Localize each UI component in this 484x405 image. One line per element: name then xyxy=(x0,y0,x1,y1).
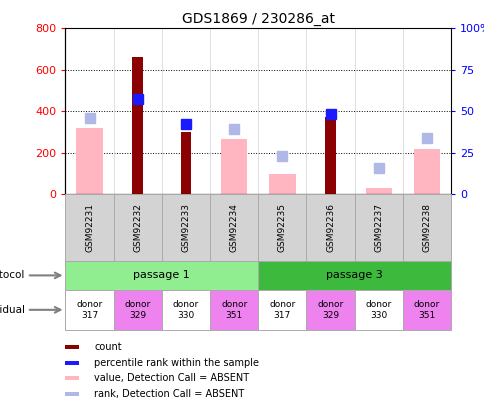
Bar xyxy=(210,290,257,330)
Text: GSM92235: GSM92235 xyxy=(277,203,286,252)
Text: individual: individual xyxy=(0,305,25,315)
Bar xyxy=(325,117,335,194)
Text: GSM92233: GSM92233 xyxy=(181,203,190,252)
Text: donor
329: donor 329 xyxy=(317,300,343,320)
Bar xyxy=(269,174,295,194)
Bar xyxy=(210,194,257,261)
Text: donor
329: donor 329 xyxy=(124,300,151,320)
Text: donor
330: donor 330 xyxy=(365,300,391,320)
Bar xyxy=(132,58,143,194)
Bar xyxy=(402,194,450,261)
Text: passage 1: passage 1 xyxy=(133,271,190,280)
Bar xyxy=(113,290,162,330)
Bar xyxy=(220,139,247,194)
Bar xyxy=(257,194,306,261)
Text: donor
317: donor 317 xyxy=(76,300,103,320)
Bar xyxy=(65,194,113,261)
Text: rank, Detection Call = ABSENT: rank, Detection Call = ABSENT xyxy=(94,389,244,399)
Bar xyxy=(257,261,450,290)
Text: percentile rank within the sample: percentile rank within the sample xyxy=(94,358,259,368)
Text: donor
330: donor 330 xyxy=(172,300,198,320)
Bar xyxy=(65,290,113,330)
Text: GSM92234: GSM92234 xyxy=(229,203,238,252)
Text: count: count xyxy=(94,343,122,352)
Bar xyxy=(65,392,79,396)
Text: growth protocol: growth protocol xyxy=(0,271,25,280)
Bar xyxy=(306,290,354,330)
Bar xyxy=(365,188,391,194)
Bar xyxy=(402,290,450,330)
Bar xyxy=(113,194,162,261)
Text: donor
351: donor 351 xyxy=(413,300,439,320)
Bar xyxy=(65,361,79,365)
Text: GSM92238: GSM92238 xyxy=(422,203,431,252)
Text: passage 3: passage 3 xyxy=(326,271,382,280)
Text: donor
317: donor 317 xyxy=(269,300,295,320)
Bar xyxy=(65,261,257,290)
Bar xyxy=(162,194,210,261)
Bar xyxy=(354,290,402,330)
Text: GSM92231: GSM92231 xyxy=(85,203,94,252)
Bar xyxy=(65,376,79,380)
Bar xyxy=(181,132,191,194)
Bar xyxy=(65,345,79,350)
Text: value, Detection Call = ABSENT: value, Detection Call = ABSENT xyxy=(94,373,249,383)
Bar xyxy=(76,128,103,194)
Bar xyxy=(162,290,210,330)
Bar xyxy=(306,194,354,261)
Text: GSM92237: GSM92237 xyxy=(374,203,382,252)
Bar xyxy=(257,290,306,330)
Text: GSM92232: GSM92232 xyxy=(133,203,142,252)
Text: GSM92236: GSM92236 xyxy=(325,203,334,252)
Bar xyxy=(354,194,402,261)
Bar xyxy=(413,149,439,194)
Text: donor
351: donor 351 xyxy=(221,300,247,320)
Title: GDS1869 / 230286_at: GDS1869 / 230286_at xyxy=(182,12,334,26)
